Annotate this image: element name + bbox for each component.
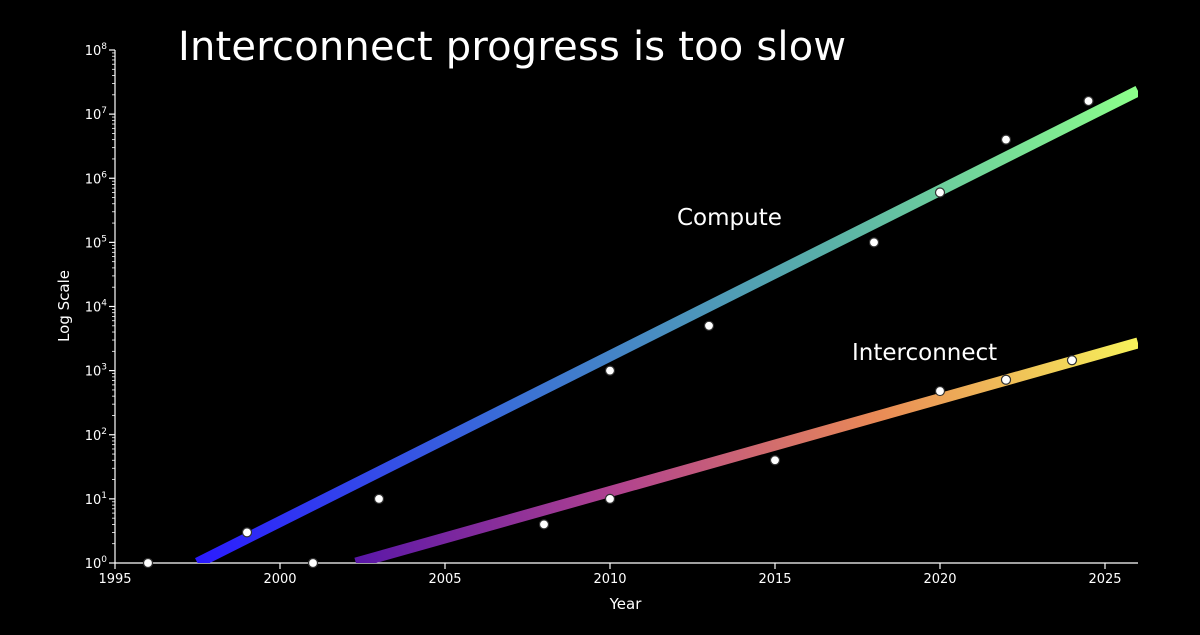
data-point-interconnect [538,519,550,530]
y-tick-label: 103 [85,363,107,380]
data-point-interconnect [1000,374,1012,385]
data-point-compute [1000,134,1012,145]
series-label-interconnect: Interconnect [852,340,997,366]
data-point-compute [934,187,946,198]
x-tick-label: 2005 [428,572,461,587]
x-axis-title: Year [609,595,643,613]
y-tick-label: 101 [85,491,107,508]
data-point-compute [703,320,715,331]
y-tick-label: 105 [85,234,107,251]
y-tick-label: 106 [85,170,108,187]
data-point-compute [241,527,253,538]
trend-line-interconnect [354,337,1138,563]
data-point-compute [142,557,154,569]
data-point-compute [1083,95,1094,107]
x-tick-label: 2020 [923,572,956,587]
series-label-compute: Compute [677,205,782,231]
y-tick-label: 108 [85,42,108,59]
x-tick-label: 2010 [593,572,626,587]
data-point-interconnect [307,557,319,569]
data-point-interconnect [769,455,781,466]
data-point-compute [868,237,880,248]
y-axis-title: Log Scale [55,270,73,342]
chart-title: Interconnect progress is too slow [178,24,847,70]
data-point-interconnect [1066,355,1078,366]
x-tick-label: 2025 [1088,572,1121,587]
y-tick-label: 107 [85,106,107,123]
y-tick-label: 104 [85,299,108,316]
x-tick-label: 1995 [98,572,131,587]
data-point-interconnect [934,385,946,397]
data-point-compute [604,365,616,376]
trend-line-compute [195,86,1138,563]
x-tick-label: 2000 [263,572,296,587]
data-point-interconnect [604,493,616,504]
y-tick-label: 102 [85,427,107,444]
data-point-compute [373,493,385,504]
x-tick-label: 2015 [758,572,791,587]
y-tick-label: 100 [85,555,108,572]
